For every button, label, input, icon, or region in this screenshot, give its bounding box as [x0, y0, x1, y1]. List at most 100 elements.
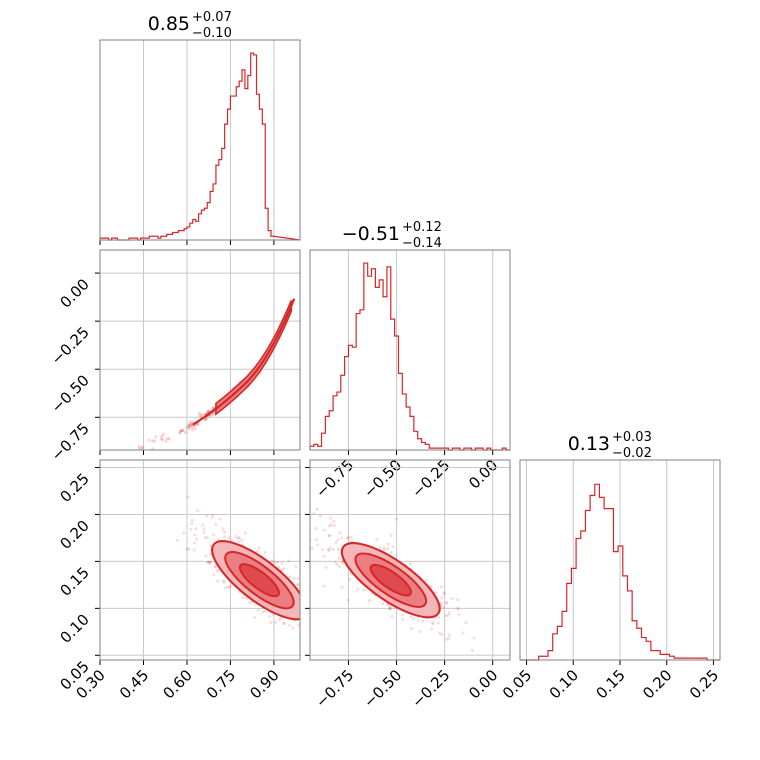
- sample-point: [445, 600, 449, 604]
- x-tick-label: −0.75: [312, 666, 357, 711]
- y-tick-label: 0.25: [56, 470, 92, 506]
- sample-point: [327, 534, 331, 538]
- sample-point: [287, 623, 291, 627]
- sample-point: [440, 632, 444, 636]
- sample-point: [188, 420, 192, 424]
- sample-point: [356, 587, 360, 591]
- sample-point: [276, 560, 280, 564]
- sample-point: [335, 562, 339, 566]
- sample-point: [310, 546, 314, 550]
- sample-point: [446, 613, 450, 617]
- sample-point: [206, 560, 210, 564]
- sample-point: [409, 562, 413, 566]
- sample-point: [340, 585, 344, 589]
- sample-point: [444, 614, 448, 618]
- sample-point: [226, 585, 230, 589]
- sample-point: [206, 409, 210, 413]
- sample-point: [440, 596, 444, 600]
- sample-point: [296, 582, 300, 586]
- histogram-line: [99, 52, 301, 241]
- sample-point: [153, 439, 157, 443]
- sample-point: [180, 428, 184, 433]
- sample-point: [461, 631, 465, 635]
- sample-point: [326, 547, 330, 551]
- sample-point: [368, 598, 372, 602]
- sample-point: [447, 611, 451, 615]
- sample-point: [319, 613, 322, 616]
- sample-point: [335, 648, 338, 651]
- sample-point: [388, 607, 392, 611]
- sample-point: [320, 548, 324, 552]
- sample-point: [211, 513, 215, 517]
- sample-point: [418, 630, 422, 634]
- sample-point: [282, 567, 286, 571]
- sample-point: [301, 615, 304, 618]
- sample-point: [456, 606, 460, 610]
- sample-point: [213, 565, 217, 569]
- sample-point: [209, 544, 213, 548]
- x-tick-label: 0.45: [116, 666, 152, 702]
- sample-point: [208, 561, 212, 565]
- sample-point: [389, 605, 393, 609]
- sample-point: [322, 528, 326, 532]
- sample-point: [236, 536, 240, 540]
- sample-point: [336, 538, 340, 542]
- sample-point: [332, 520, 336, 524]
- sample-point: [304, 596, 307, 599]
- x-tick-label: 0.15: [592, 666, 628, 702]
- sample-point: [187, 547, 191, 551]
- sample-point: [221, 579, 225, 583]
- sample-point: [188, 423, 193, 427]
- title-lower-error: −0.14: [402, 236, 442, 251]
- sample-point: [253, 616, 257, 620]
- sample-point: [314, 527, 318, 531]
- sample-point: [204, 417, 208, 422]
- sample-point: [237, 536, 241, 540]
- sample-point: [382, 643, 385, 646]
- sample-point: [223, 530, 227, 534]
- title-upper-error: +0.07: [192, 10, 232, 25]
- sample-point: [416, 618, 420, 622]
- sample-point: [315, 617, 318, 620]
- sample-point: [321, 643, 324, 646]
- sample-point: [313, 622, 316, 625]
- sample-point: [328, 546, 332, 550]
- sample-point: [194, 527, 198, 531]
- sample-point: [248, 600, 252, 604]
- sample-point: [263, 550, 267, 554]
- sample-point: [205, 514, 209, 518]
- sample-point: [268, 614, 272, 618]
- sample-point: [306, 636, 309, 639]
- sample-point: [440, 601, 444, 605]
- panel-frame: [99, 249, 301, 451]
- y-tick-label: 0.00: [56, 275, 92, 311]
- title-lower-error: −0.10: [192, 26, 232, 41]
- sample-point: [297, 623, 300, 627]
- sample-point: [164, 439, 168, 443]
- x-tick-label: 0.25: [686, 666, 722, 702]
- density-contour: [215, 300, 293, 416]
- sample-point: [287, 559, 291, 563]
- sample-point: [224, 586, 228, 590]
- sample-point: [227, 536, 231, 540]
- sample-point: [389, 550, 393, 554]
- sample-point: [337, 556, 341, 560]
- y-tick-label: 0.10: [56, 610, 92, 646]
- sample-point: [256, 608, 260, 612]
- sample-point: [424, 579, 428, 583]
- sample-point: [316, 600, 319, 603]
- sample-point: [447, 636, 451, 640]
- sample-point: [137, 447, 142, 450]
- sample-point: [261, 610, 265, 614]
- x-tick-label: −0.25: [408, 456, 453, 501]
- sample-point: [335, 646, 338, 649]
- sample-point: [191, 428, 195, 432]
- sample-point: [318, 604, 321, 607]
- sample-point: [331, 547, 335, 551]
- sample-point: [291, 626, 295, 630]
- sample-point: [456, 607, 460, 611]
- panel-frame: [309, 459, 511, 661]
- sample-point: [282, 621, 286, 625]
- sample-point: [317, 620, 320, 623]
- x-tick-label: 0.20: [639, 666, 675, 702]
